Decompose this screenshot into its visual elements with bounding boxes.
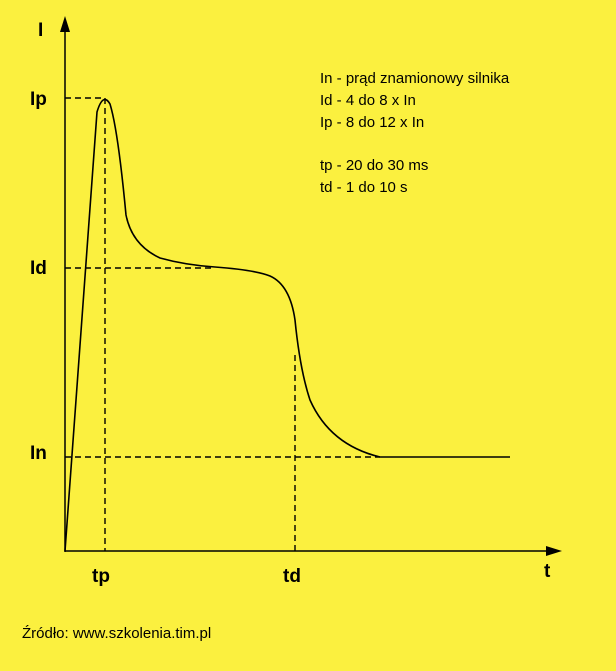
- source: Źródło: www.szkolenia.tim.pl: [22, 625, 211, 642]
- level-label: In: [30, 443, 47, 464]
- legend-line: td - 1 do 10 s: [320, 179, 408, 196]
- time-label: td: [283, 566, 301, 587]
- x-axis-label: t: [544, 561, 551, 582]
- current-curve: [64, 98, 510, 552]
- legend-line: In - prąd znamionowy silnika: [320, 70, 510, 87]
- ip-guide: [65, 97, 106, 551]
- y-axis-arrow: [60, 16, 70, 32]
- legend-line: tp - 20 do 30 ms: [320, 157, 428, 174]
- level-label: Ip: [30, 89, 47, 110]
- y-axis-label: I: [38, 20, 43, 41]
- x-axis-arrow: [546, 546, 562, 556]
- legend-line: Id - 4 do 8 x In: [320, 92, 416, 109]
- level-label: Id: [30, 258, 47, 279]
- time-label: tp: [92, 566, 110, 587]
- legend-line: Ip - 8 do 12 x In: [320, 114, 424, 131]
